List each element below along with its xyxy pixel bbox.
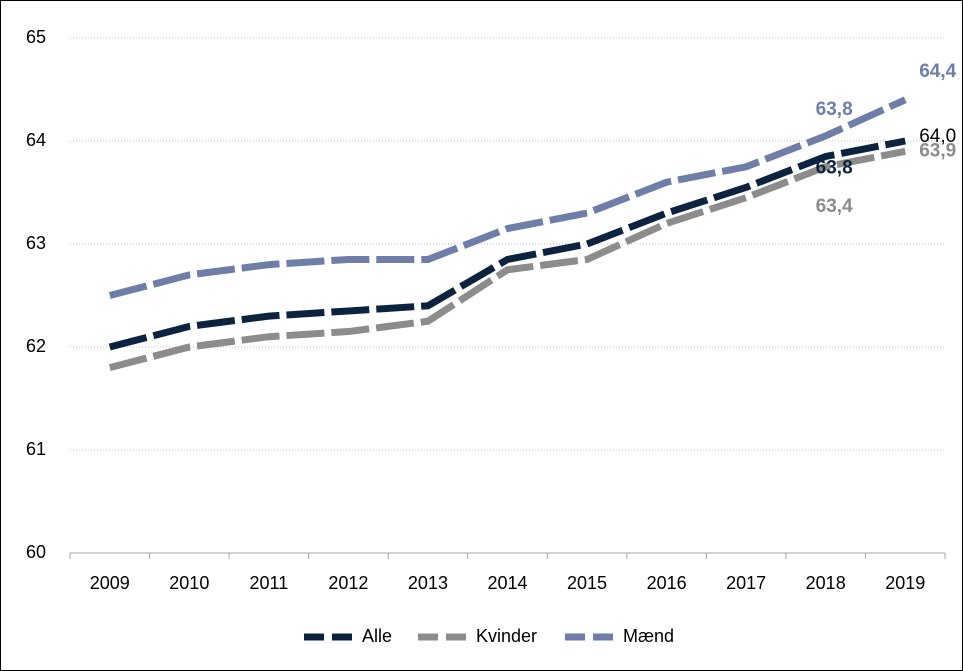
series-line	[108, 147, 906, 371]
x-tick-label: 2014	[487, 573, 527, 593]
data-label: 64,4	[919, 61, 956, 82]
annotation: 63,8	[816, 157, 853, 178]
x-tick-label: 2019	[885, 573, 925, 593]
series-line	[108, 96, 907, 299]
x-tick-label: 2016	[647, 573, 687, 593]
x-tick-label: 2010	[169, 573, 209, 593]
x-tick-label: 2013	[408, 573, 448, 593]
legend-label: Kvinder	[476, 626, 537, 646]
data-label: 64,0	[919, 126, 956, 147]
y-tick-label: 60	[26, 542, 46, 562]
y-tick-label: 63	[26, 233, 46, 253]
x-tick-label: 2012	[328, 573, 368, 593]
y-tick-label: 64	[26, 130, 46, 150]
data-label: 63,9	[919, 140, 956, 161]
legend-label: Alle	[362, 626, 392, 646]
annotation: 63,8	[816, 99, 853, 120]
y-tick-label: 65	[26, 27, 46, 47]
series-line	[108, 137, 906, 351]
legend-label: Mænd	[623, 626, 674, 646]
x-tick-label: 2015	[567, 573, 607, 593]
x-tick-label: 2011	[250, 573, 289, 593]
x-tick-label: 2018	[806, 573, 846, 593]
y-tick-label: 61	[26, 439, 46, 459]
x-tick-label: 2017	[726, 573, 766, 593]
x-tick-label: 2009	[90, 573, 130, 593]
annotation: 63,4	[816, 196, 853, 217]
y-tick-label: 62	[26, 336, 46, 356]
